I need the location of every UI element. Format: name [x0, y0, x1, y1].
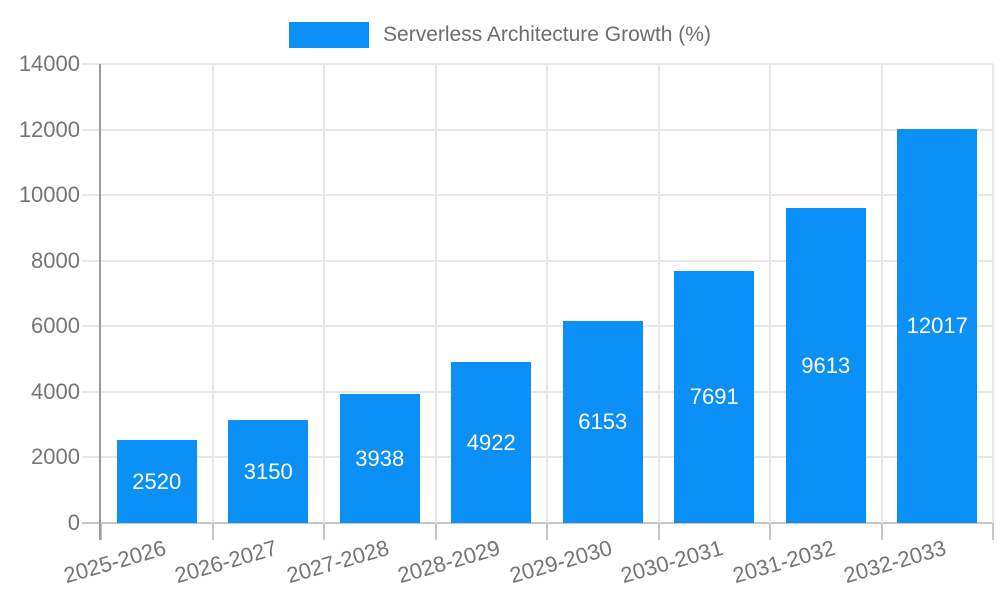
gridline-horizontal [82, 194, 993, 197]
x-axis-tick [434, 523, 437, 540]
x-tick-label: 2031-2032 [729, 535, 838, 589]
bar[interactable] [339, 394, 420, 523]
legend-label: Serverless Architecture Growth (%) [383, 23, 711, 46]
bar[interactable] [228, 420, 309, 523]
y-tick-label: 0 [67, 510, 80, 535]
x-axis-tick [769, 523, 771, 540]
x-tick-label: 2029-2030 [506, 535, 615, 589]
gridline-vertical [546, 64, 548, 523]
gridline-vertical [211, 64, 214, 523]
x-tick-label: 2032-2033 [840, 535, 949, 589]
x-axis-tick [100, 523, 102, 540]
x-axis-tick [323, 523, 325, 540]
x-tick-label: 2027-2028 [283, 535, 392, 589]
x-tick-label: 2025-2026 [60, 535, 169, 589]
bar[interactable] [116, 440, 197, 523]
bar[interactable] [562, 321, 643, 523]
x-axis-tick [211, 523, 214, 540]
bar-value-label: 7691 [689, 384, 739, 409]
bar-value-label: 12017 [906, 313, 968, 338]
x-axis-tick [546, 523, 548, 540]
x-tick-label: 2026-2027 [171, 535, 280, 589]
legend-swatch-icon [289, 22, 370, 48]
gridline-vertical [769, 64, 771, 523]
bar-value-label: 9613 [801, 352, 851, 378]
x-tick-label: 2030-2031 [617, 535, 726, 589]
y-tick-label: 2000 [31, 444, 80, 470]
gridline-horizontal [82, 63, 993, 65]
bar[interactable] [674, 271, 755, 523]
bar[interactable] [451, 362, 532, 523]
bar-value-label: 6153 [578, 409, 628, 434]
y-axis-line [99, 64, 101, 540]
plot-area: 0 2000 4000 6000 8000 10000 12000 14000 2520 2025… [19, 51, 994, 588]
bar-value-label: 3938 [355, 445, 405, 471]
gridline-horizontal [82, 259, 993, 262]
y-tick-label: 6000 [31, 313, 80, 339]
gridline-horizontal [82, 456, 993, 459]
gridline-vertical [992, 64, 994, 523]
gridline-horizontal [82, 325, 993, 328]
bar-value-label: 2520 [132, 468, 182, 494]
gridline-vertical [323, 64, 325, 523]
bar[interactable] [785, 208, 866, 523]
x-axis-tick [657, 523, 660, 540]
gridline-horizontal [82, 390, 993, 393]
y-tick-label: 4000 [31, 378, 80, 404]
gridline-vertical [657, 64, 660, 523]
legend[interactable]: Serverless Architecture Growth (%) [289, 22, 711, 48]
x-axis-baseline [82, 522, 993, 524]
gridline-vertical [434, 64, 437, 523]
x-tick-label: 2028-2029 [394, 535, 503, 589]
gridline-horizontal [82, 128, 993, 131]
bar-value-label: 4922 [466, 429, 516, 455]
bar-value-label: 3150 [243, 458, 293, 484]
x-axis-tick [992, 523, 994, 540]
y-tick-label: 8000 [31, 247, 80, 273]
y-tick-label: 12000 [18, 116, 80, 142]
y-tick-label: 10000 [18, 182, 80, 208]
x-axis-tick [880, 523, 883, 540]
y-tick-label: 14000 [18, 51, 80, 76]
bar[interactable] [897, 129, 978, 523]
gridline-vertical [880, 64, 883, 523]
